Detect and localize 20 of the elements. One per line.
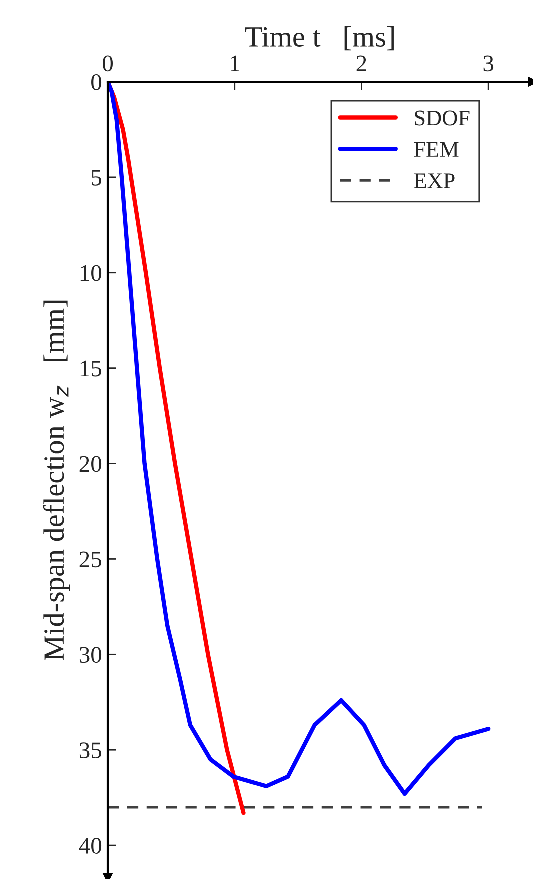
- x-axis-title: Time t [ms]: [245, 26, 394, 51]
- y-tick-label: 40: [79, 838, 102, 854]
- y-tick-label: 20: [80, 456, 102, 472]
- x-tick-label: 1: [231, 56, 240, 72]
- x-tick-label: 3: [484, 56, 494, 72]
- y-tick-label: 5: [92, 170, 102, 186]
- y-tick-label: 35: [80, 742, 102, 759]
- x-tick-label: 2: [356, 56, 366, 72]
- x-tick-label: 0: [102, 56, 114, 72]
- y-tick-label: 0: [92, 74, 102, 90]
- y-tick-label: 15: [80, 360, 102, 377]
- legend-label: SDOF: [415, 110, 470, 126]
- legend-label: FEM: [414, 142, 459, 157]
- line-series: [108, 82, 491, 796]
- y-axis-title: Mid-span deflection w$_{z}$ [mm]: [43, 300, 70, 660]
- legend-label: EXP: [414, 174, 455, 188]
- y-tick-label: 30: [80, 647, 102, 664]
- y-tick-label: 10: [80, 265, 102, 282]
- line-series: [108, 82, 246, 816]
- y-tick-label: 25: [80, 552, 102, 568]
